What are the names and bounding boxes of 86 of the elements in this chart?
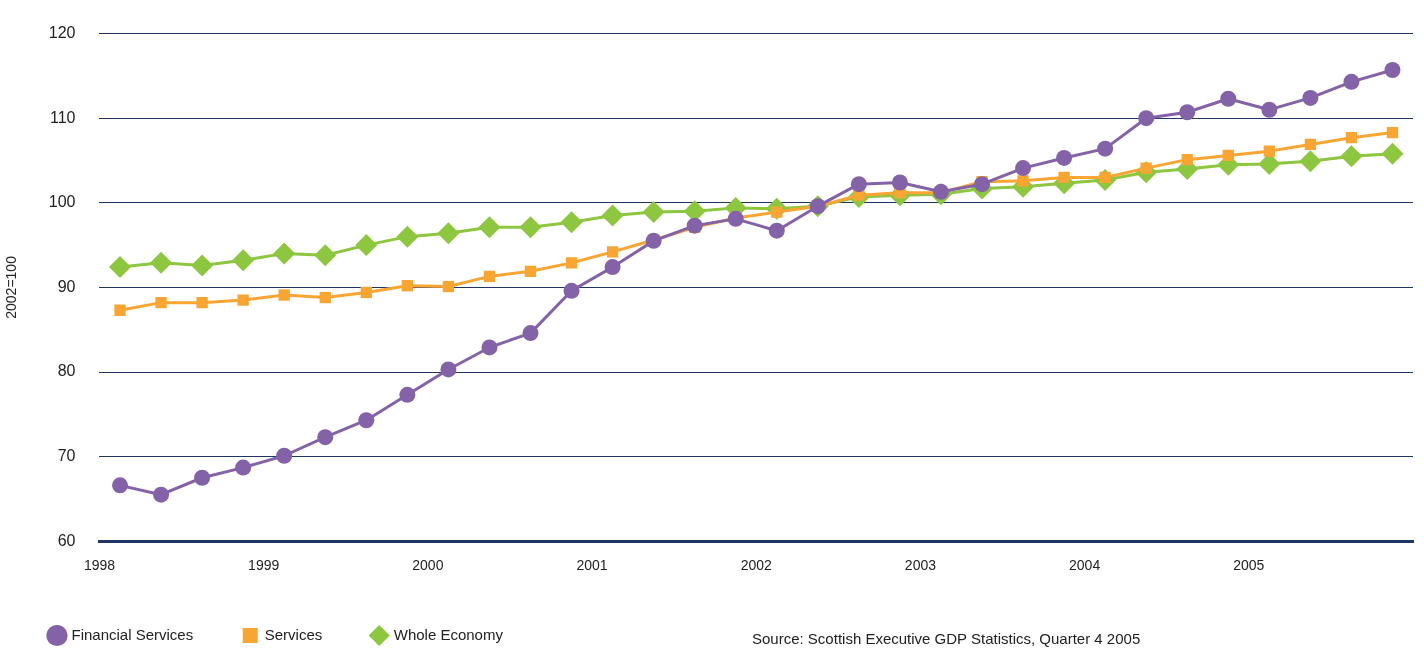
x-tick-label: 2001 — [576, 557, 608, 574]
point — [153, 486, 170, 503]
point — [1015, 160, 1032, 177]
point — [109, 256, 132, 279]
point — [1381, 142, 1404, 165]
x-tick-label: 2003 — [904, 557, 937, 574]
point — [237, 294, 249, 306]
y-tick-label: 110 — [49, 108, 76, 126]
point — [1304, 138, 1317, 151]
point — [606, 246, 619, 258]
point — [560, 211, 583, 234]
y-tick-label: 60 — [57, 531, 76, 549]
point — [1056, 149, 1073, 166]
source-note: Source: Scottish Executive GDP Statistics, Quarter 4 2005 — [752, 630, 1141, 647]
point — [360, 286, 372, 299]
point — [524, 265, 537, 277]
legend-label: Whole Economy — [393, 625, 504, 643]
x-tick-label: 1999 — [248, 557, 280, 574]
point — [196, 296, 208, 309]
y-tick-label: 120 — [48, 24, 76, 42]
point — [565, 257, 578, 269]
y-axis-title: 2002=100 — [3, 255, 20, 319]
point — [768, 222, 785, 239]
point — [355, 234, 378, 257]
y-tick-label: 70 — [57, 447, 76, 465]
point — [155, 296, 167, 309]
x-tick-label: 2002 — [740, 557, 773, 574]
point — [1343, 73, 1360, 90]
point — [1058, 171, 1070, 184]
point — [440, 361, 457, 378]
y-tick-label: 100 — [48, 193, 76, 211]
point — [442, 280, 455, 293]
x-tick-label: 2005 — [1233, 557, 1265, 574]
point — [1261, 101, 1278, 118]
point — [314, 244, 337, 267]
point — [563, 282, 580, 299]
point — [1097, 140, 1114, 157]
point — [1222, 149, 1234, 162]
y-tick-label: 80 — [57, 362, 76, 380]
point — [891, 174, 908, 191]
point — [358, 412, 375, 429]
x-tick-label: 1998 — [83, 557, 116, 574]
point — [481, 339, 498, 356]
point — [1181, 154, 1193, 166]
x-tick-label: 2004 — [1069, 557, 1101, 574]
point — [437, 222, 460, 245]
point — [317, 429, 334, 446]
point — [1302, 89, 1319, 106]
point — [396, 225, 419, 248]
point — [642, 201, 665, 224]
point — [1340, 145, 1363, 168]
point — [399, 386, 416, 403]
point — [232, 249, 255, 272]
point — [1179, 104, 1196, 121]
point — [1138, 110, 1155, 127]
point — [483, 270, 496, 283]
point — [273, 242, 296, 265]
x-tick-label: 2000 — [412, 557, 444, 574]
point — [522, 325, 539, 342]
point — [278, 289, 290, 301]
point — [850, 176, 867, 193]
point — [276, 447, 293, 464]
point — [1220, 90, 1237, 107]
point — [114, 304, 126, 316]
point — [191, 254, 214, 277]
point — [1017, 175, 1029, 187]
point — [1386, 126, 1399, 139]
point — [150, 251, 173, 274]
y-tick-label: 90 — [57, 277, 76, 295]
point — [235, 459, 252, 476]
point — [601, 204, 624, 227]
point — [478, 216, 501, 239]
point — [401, 280, 414, 292]
point — [1384, 61, 1401, 78]
point — [974, 176, 991, 193]
point — [194, 469, 211, 486]
point — [319, 291, 331, 304]
point — [1299, 150, 1322, 173]
point — [1345, 132, 1358, 144]
point — [604, 259, 621, 276]
legend-label: Financial Services — [71, 625, 194, 643]
point — [686, 217, 703, 234]
point — [112, 477, 129, 494]
legend-label: Services — [264, 625, 323, 643]
point — [1263, 145, 1275, 157]
point — [519, 216, 542, 239]
